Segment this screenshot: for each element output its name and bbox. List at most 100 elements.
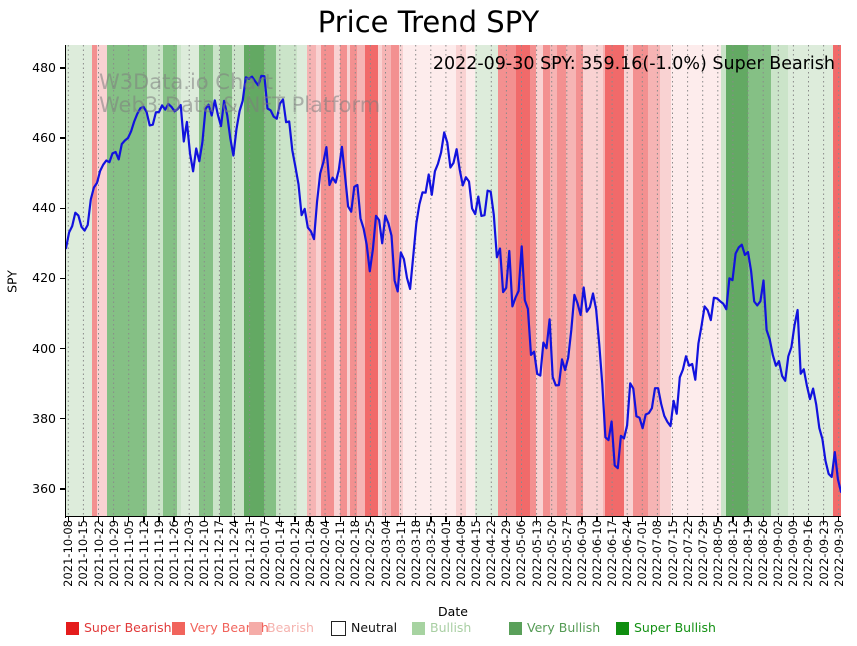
sentiment-band [357,45,366,517]
x-tick-mark [445,517,447,522]
sentiment-band [264,45,277,517]
legend-label: Very Bullish [527,620,601,635]
sentiment-band [399,45,404,517]
legend-swatch-icon [249,621,262,635]
sentiment-band [346,45,351,517]
sentiment-band [220,45,233,517]
legend-swatch-icon [331,620,346,636]
sentiment-band [231,45,245,517]
x-tick-mark [702,517,704,522]
x-tick-mark [777,517,779,522]
sentiment-band [557,45,567,517]
y-tick-mark [60,277,65,280]
x-tick-label: 2021-12-24 [227,520,242,587]
x-tick-label: 2022-09-09 [786,520,801,587]
legend-label: Super Bullish [634,620,716,635]
x-tick-mark [369,517,372,522]
sentiment-band [535,45,544,517]
sentiment-band [176,45,182,517]
sentiment-band [475,45,499,517]
x-tick-mark [596,517,598,522]
x-tick-mark [822,517,825,522]
x-tick-label: 2022-08-26 [756,520,771,587]
sentiment-band [565,45,577,517]
x-tick-label: 2022-05-27 [559,520,574,587]
x-tick-label: 2022-04-15 [469,520,484,587]
x-tick-label: 2022-07-29 [695,520,710,587]
x-tick-mark [188,517,190,522]
sentiment-band [771,45,789,517]
x-tick-label: 2021-11-19 [151,520,166,587]
x-tick-label: 2022-03-04 [378,520,393,587]
x-tick-label: 2022-06-10 [589,520,604,587]
y-tick-label: 480 [32,59,56,75]
sentiment-band [833,45,841,517]
x-tick-mark [128,517,130,522]
x-tick-mark [158,517,160,522]
x-tick-label: 2022-07-08 [650,520,665,587]
x-tick-label: 2022-02-25 [363,520,378,587]
x-axis-label: Date [438,604,468,619]
x-tick-mark [611,517,613,522]
x-tick-label: 2022-02-18 [348,520,363,587]
x-tick-label: 2022-09-02 [771,520,786,587]
x-tick-mark [581,517,583,522]
plot-area [66,45,841,517]
price-line [66,74,841,493]
y-tick-mark [60,418,65,420]
x-tick-mark [309,517,311,522]
x-tick-label: 2022-02-04 [318,520,333,587]
sentiment-band [530,45,537,517]
weekly-gridlines [67,45,840,517]
sentiment-band [365,45,379,517]
x-tick-mark [415,517,417,522]
sentiment-band [465,45,476,517]
x-tick-mark [324,517,326,522]
x-tick-label: 2021-12-31 [242,520,257,587]
x-tick-label: 2022-07-15 [665,520,680,587]
x-tick-label: 2021-10-08 [61,520,76,587]
x-tick-label: 2022-09-30 [831,520,846,587]
x-tick-label: 2022-01-14 [272,520,287,587]
last-price-annotation: 2022-09-30 SPY: 359.16(-1.0%) Super Bear… [432,54,835,74]
sentiment-band [296,45,308,517]
sentiment-band [748,45,772,517]
sentiment-band [788,45,834,517]
sentiment-band [199,45,214,517]
x-tick-mark [294,517,296,522]
x-tick-label: 2022-01-07 [257,520,272,587]
y-tick-label: 380 [32,410,56,426]
x-tick-label: 2021-10-29 [106,520,121,587]
y-axis-spine [65,45,67,518]
x-tick-mark [475,517,477,522]
x-tick-label: 2022-09-23 [816,520,831,587]
x-tick-mark [717,517,719,522]
x-tick-mark [173,517,175,522]
x-tick-mark [143,517,145,522]
legend-label: Bullish [430,620,472,635]
legend-item-very-bullish: Very Bullish [509,618,600,638]
x-tick-mark [535,517,538,522]
legend-label: Neutral [351,620,398,635]
legend: Super Bearish Very Bearish Bearish Neutral B… [0,618,857,642]
x-tick-label: 2022-04-01 [438,520,453,587]
sentiment-band [66,45,93,517]
sentiment-band [725,45,749,517]
sentiment-band [455,45,467,517]
x-tick-label: 2022-07-01 [635,520,650,587]
legend-swatch-icon [172,621,185,635]
sentiment-band [377,45,383,517]
x-tick-mark [732,517,734,522]
x-tick-label: 2022-07-22 [680,520,695,587]
x-tick-label: 2022-01-28 [303,520,317,587]
x-tick-mark [67,517,70,522]
sentiment-band [307,45,317,517]
x-tick-label: 2022-06-03 [574,520,589,587]
x-tick-label: 2022-05-13 [529,520,544,587]
x-tick-mark [838,517,840,522]
legend-item-bearish: Bearish [249,618,314,638]
legend-label: Bearish [267,620,314,635]
x-tick-label: 2022-03-25 [423,520,438,587]
x-tick-mark [218,517,221,522]
